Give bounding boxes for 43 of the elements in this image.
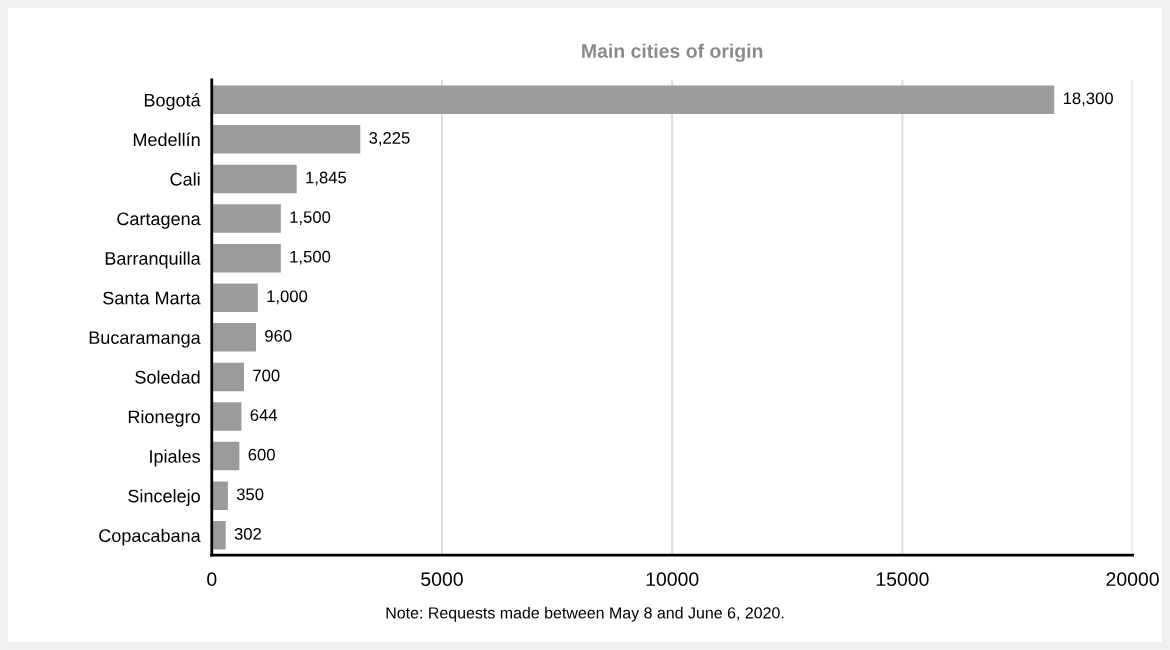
data-label: 3,225 bbox=[369, 132, 410, 146]
data-label: 700 bbox=[253, 369, 280, 382]
y-tick-label: Cali bbox=[170, 172, 200, 186]
bar bbox=[211, 204, 281, 233]
y-tick-label: Rionegro bbox=[128, 409, 200, 427]
bar bbox=[211, 323, 256, 352]
data-label: 1,500 bbox=[290, 211, 331, 225]
y-tick-label: Bucaramanga bbox=[89, 331, 201, 348]
y-tick-label: Bogotá bbox=[144, 93, 201, 111]
bar bbox=[211, 125, 361, 154]
data-label: 302 bbox=[234, 527, 261, 540]
x-tick-label: 0 bbox=[207, 572, 217, 587]
data-label: 1,500 bbox=[290, 250, 331, 265]
bar bbox=[211, 362, 244, 392]
y-tick-label: Soledad bbox=[135, 370, 200, 384]
bar bbox=[211, 283, 258, 312]
bar bbox=[211, 243, 281, 273]
bar bbox=[211, 402, 242, 431]
data-label: 960 bbox=[265, 329, 292, 342]
y-tick-label: Cartagena bbox=[117, 212, 201, 229]
y-tick-label: Medellín bbox=[133, 132, 200, 147]
data-label: 644 bbox=[250, 409, 278, 421]
y-tick-label: Santa Marta bbox=[103, 291, 201, 305]
bar bbox=[211, 481, 228, 510]
y-tick-label: Barranquilla bbox=[105, 251, 201, 269]
bar bbox=[211, 521, 226, 550]
x-tick-label: 5000 bbox=[421, 572, 463, 587]
bar bbox=[211, 441, 240, 471]
y-tick-label: Copacabana bbox=[99, 528, 201, 546]
y-tick-label: Sincelejo bbox=[128, 489, 200, 506]
data-label: 350 bbox=[236, 488, 264, 501]
y-tick-label: Ipiales bbox=[150, 449, 201, 467]
x-tick-label: 15000 bbox=[876, 572, 929, 587]
data-label: 600 bbox=[248, 448, 275, 461]
x-tick-label: 20000 bbox=[1106, 572, 1159, 587]
chart-title: Main cities of origin bbox=[582, 43, 763, 62]
bar bbox=[211, 85, 1055, 114]
x-tick-label: 10000 bbox=[646, 572, 699, 587]
data-label: 18,300 bbox=[1063, 92, 1113, 107]
bar bbox=[211, 164, 297, 194]
text: Note: Requests made between May 8 and June 6, 2020. bbox=[386, 606, 784, 622]
data-label: 1,000 bbox=[267, 290, 308, 305]
data-label: 1,845 bbox=[306, 171, 347, 186]
